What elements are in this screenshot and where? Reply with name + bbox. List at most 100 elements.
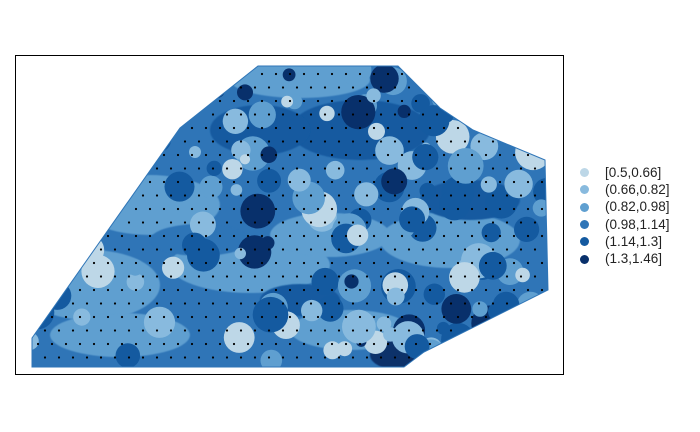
sample-points	[36, 72, 544, 359]
sample-point	[533, 194, 537, 197]
sample-point	[540, 207, 544, 211]
sample-point	[246, 180, 250, 184]
sample-point	[155, 356, 159, 359]
sample-point	[127, 356, 131, 359]
sample-point	[428, 153, 432, 157]
sample-point	[386, 72, 390, 76]
sample-point	[386, 261, 390, 265]
raster-patch	[63, 180, 78, 194]
sample-point	[463, 275, 467, 278]
sample-point	[358, 99, 362, 103]
sample-point	[505, 194, 509, 197]
sample-point	[274, 234, 278, 238]
sample-point	[281, 248, 285, 251]
legend-item: (0.66,0.82]	[580, 181, 695, 198]
sample-point	[295, 140, 299, 143]
raster-patch	[323, 341, 342, 360]
sample-point	[393, 329, 397, 332]
sample-point	[456, 207, 460, 211]
raster-patch	[446, 66, 481, 89]
sample-point	[113, 302, 117, 305]
sample-point	[491, 248, 495, 251]
sample-point	[288, 180, 292, 184]
raster-patch	[319, 105, 335, 122]
raster-patch	[237, 235, 272, 269]
sample-point	[302, 153, 306, 157]
sample-point	[456, 126, 460, 130]
legend-label: (0.66,0.82]	[605, 182, 670, 198]
sample-point	[351, 356, 355, 359]
sample-point	[442, 261, 446, 265]
sample-point	[463, 194, 467, 197]
sample-point	[288, 99, 292, 103]
raster-patch	[281, 95, 293, 108]
sample-point	[379, 221, 383, 224]
sample-point	[449, 221, 453, 224]
legend-item: (1.3,1.46]	[580, 250, 695, 267]
sample-point	[337, 356, 341, 359]
raster-patch	[32, 102, 63, 132]
sample-point	[113, 275, 117, 278]
study-area-boundary	[31, 65, 549, 368]
sample-point	[120, 261, 124, 265]
sample-point	[393, 167, 397, 170]
sample-point	[141, 275, 145, 278]
sample-point	[519, 248, 523, 251]
sample-point	[526, 234, 530, 238]
sample-point	[498, 207, 502, 211]
sample-point	[323, 356, 327, 359]
sample-point	[358, 261, 362, 265]
raster-patch	[344, 274, 359, 289]
raster-patch	[32, 94, 41, 115]
sample-point	[484, 234, 488, 238]
sample-point	[288, 315, 292, 319]
sample-point	[344, 315, 348, 319]
sample-point	[386, 234, 390, 238]
sample-point	[463, 140, 467, 143]
sample-point	[218, 261, 222, 265]
sample-point	[414, 288, 418, 292]
sample-point	[505, 275, 509, 278]
sample-point	[428, 234, 432, 238]
sample-point	[225, 140, 229, 143]
sample-point	[246, 153, 250, 157]
sample-point	[302, 234, 306, 238]
sample-point	[113, 356, 117, 359]
sample-point	[414, 342, 418, 346]
sample-point	[169, 329, 173, 332]
sample-point	[106, 315, 110, 319]
sample-point	[169, 302, 173, 305]
raster-patch	[110, 79, 128, 97]
sample-point	[442, 207, 446, 211]
sample-point	[239, 356, 243, 359]
sample-point	[281, 221, 285, 224]
sample-point	[225, 221, 229, 224]
sample-point	[400, 72, 404, 76]
sample-point	[211, 167, 215, 170]
sample-point	[78, 288, 82, 292]
raster-patch	[239, 154, 251, 165]
sample-point	[239, 248, 243, 251]
sample-point	[421, 248, 425, 251]
raster-patch	[122, 66, 145, 86]
sample-point	[309, 356, 313, 359]
sample-point	[407, 194, 411, 197]
raster-patch	[54, 244, 76, 267]
sample-point	[309, 221, 313, 224]
raster-patch	[399, 206, 426, 233]
sample-point	[127, 302, 131, 305]
sample-point	[309, 113, 313, 116]
sample-point	[386, 315, 390, 319]
sample-point	[302, 342, 306, 346]
sample-point	[169, 275, 173, 278]
sample-point	[232, 207, 236, 211]
sample-point	[148, 261, 152, 265]
sample-point	[421, 113, 425, 116]
sample-point	[141, 356, 145, 359]
sample-point	[484, 315, 488, 319]
sample-point	[351, 221, 355, 224]
raster-patch	[115, 140, 152, 177]
raster-patch	[354, 182, 379, 207]
sample-point	[295, 86, 299, 89]
sample-point	[393, 302, 397, 305]
